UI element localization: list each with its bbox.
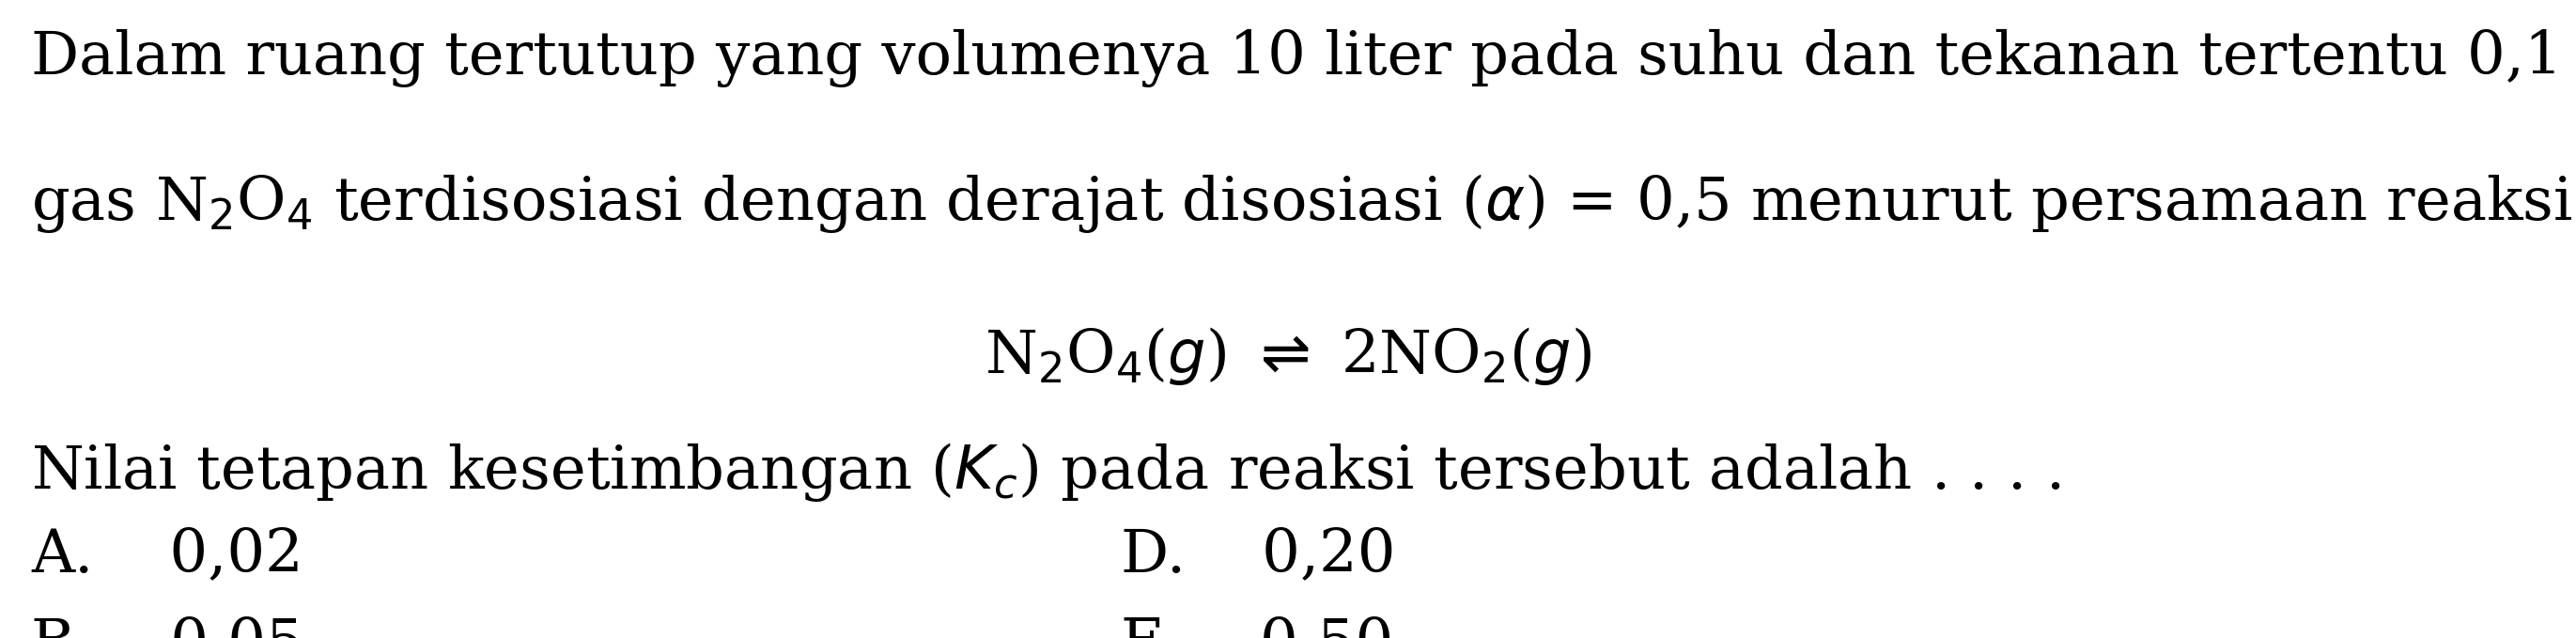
Text: B.    0,05: B. 0,05 <box>31 616 304 638</box>
Text: E.    0,50: E. 0,50 <box>1121 616 1394 638</box>
Text: A.    0,02: A. 0,02 <box>31 526 304 584</box>
Text: D.    0,20: D. 0,20 <box>1121 526 1396 584</box>
Text: Dalam ruang tertutup yang volumenya 10 liter pada suhu dan tekanan tertentu 0,1 : Dalam ruang tertutup yang volumenya 10 l… <box>31 29 2576 87</box>
Text: Nilai tetapan kesetimbangan ($K_c$) pada reaksi tersebut adalah . . . .: Nilai tetapan kesetimbangan ($K_c$) pada… <box>31 440 2061 503</box>
Text: N$_2$O$_4$($g$) $\rightleftharpoons$ 2NO$_2$($g$): N$_2$O$_4$($g$) $\rightleftharpoons$ 2NO… <box>984 325 1592 387</box>
Text: gas N$_2$O$_4$ terdisosiasi dengan derajat disosiasi ($\alpha$) = 0,5 menurut pe: gas N$_2$O$_4$ terdisosiasi dengan deraj… <box>31 172 2576 235</box>
